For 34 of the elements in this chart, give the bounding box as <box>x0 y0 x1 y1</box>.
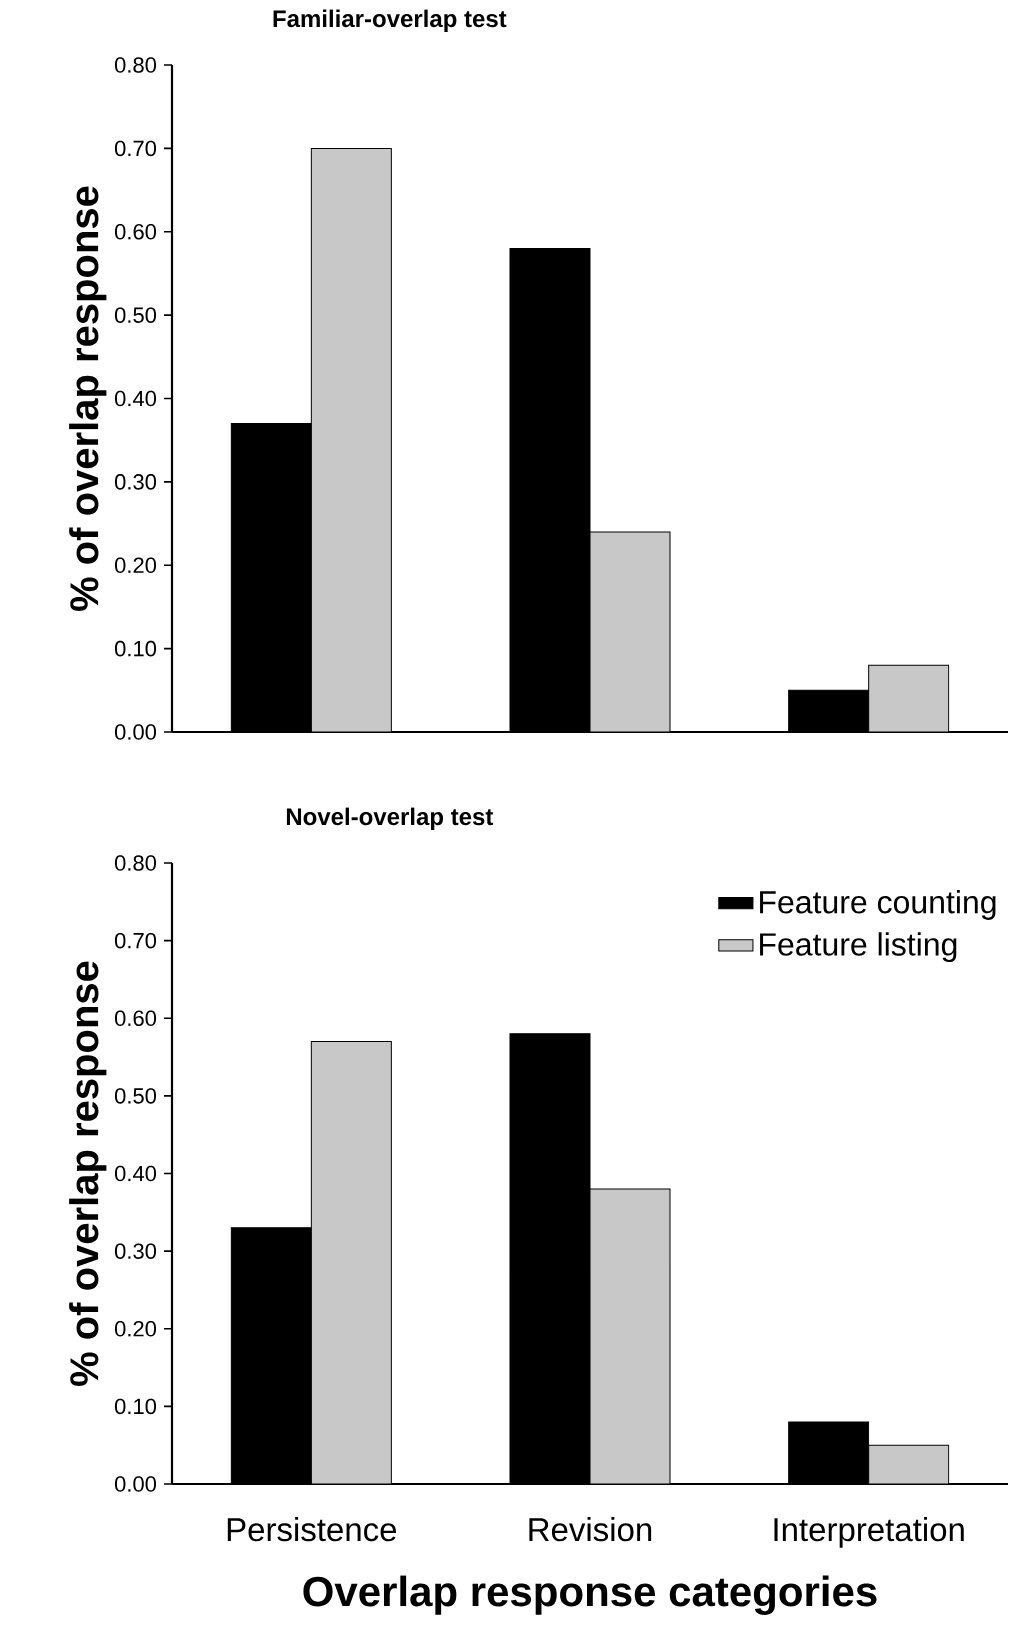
y-tick-label: 0.40 <box>114 390 157 407</box>
y-tick-label: 0.40 <box>114 1165 157 1182</box>
bar <box>310 1041 392 1485</box>
y-tick-label: 0.60 <box>114 1010 157 1027</box>
y-tick-label: 0.50 <box>114 307 157 323</box>
y-tick-label: 0.70 <box>114 932 157 949</box>
y-tick-label: 0.80 <box>114 855 157 871</box>
y-tick-label: 0.30 <box>114 474 157 490</box>
x-tick-label: Revision <box>529 1517 652 1542</box>
bar <box>868 664 950 733</box>
y-tick-label: 0.00 <box>114 1476 157 1492</box>
bar <box>589 531 671 733</box>
y-axis-title: % of overlap response <box>69 186 107 611</box>
y-axis-title: % of overlap response <box>69 961 107 1386</box>
legend-label: Feature counting <box>760 890 996 920</box>
x-tick-label: Persistence <box>227 1517 397 1542</box>
y-tick-label: 0.20 <box>114 557 157 574</box>
bar <box>310 147 392 733</box>
y-tick-label: 0.70 <box>114 140 157 157</box>
x-tick-label: Interpretation <box>774 1517 964 1548</box>
y-tick-label: 0.30 <box>114 1243 157 1259</box>
bar <box>589 1188 671 1485</box>
y-tick-label: 0.00 <box>114 724 157 740</box>
x-axis-title: Overlap response categories <box>303 1575 877 1615</box>
y-tick-label: 0.10 <box>114 640 157 657</box>
chart-title: Novel-overlap test <box>286 807 494 830</box>
legend-label: Feature listing <box>760 932 957 963</box>
y-tick-label: 0.10 <box>114 1398 157 1415</box>
chart-title: Familiar-overlap test <box>273 9 507 32</box>
y-tick-label: 0.50 <box>114 1088 157 1104</box>
y-tick-label: 0.60 <box>114 224 157 240</box>
bar <box>868 1444 950 1485</box>
y-tick-label: 0.80 <box>114 57 157 73</box>
y-tick-label: 0.20 <box>114 1321 157 1337</box>
